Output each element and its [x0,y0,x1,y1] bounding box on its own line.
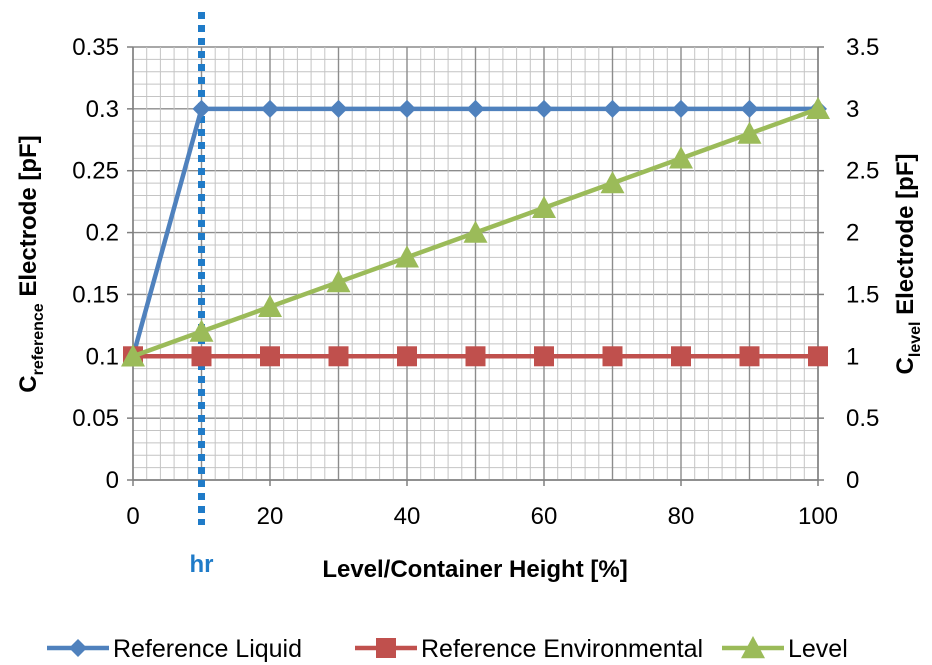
legend-swatch-marker [69,639,87,657]
data-point-reference-liquid [740,99,759,118]
axis-title-main: C [892,357,919,374]
series-level [121,96,830,367]
annotation-layer: hr [190,12,214,578]
data-point-reference-liquid [603,99,622,118]
y-left-tick-label: 0.05 [72,405,119,432]
series-reference-environmental [123,346,828,367]
data-point-reference-environmental [534,346,554,367]
data-point-reference-environmental [397,346,417,367]
axis-title-rest: Electrode [pF] [15,135,42,303]
y-right-tick-label: 0.5 [846,405,879,432]
tick-labels: 0 0.05 0.1 0.15 0.2 0.25 0.3 0.35 0 0.5 1 1.5 2 2.5 3 3… [72,34,879,530]
data-point-level [395,245,419,268]
data-point-reference-environmental [260,346,280,367]
y-right-axis-title: Clevel Electrode [pF] [892,154,924,375]
data-point-reference-liquid [192,99,211,118]
y-right-tick-label: 2 [846,220,859,247]
y-left-tick-label: 0.1 [86,343,119,370]
data-point-reference-environmental [808,346,828,367]
data-point-level [463,220,488,243]
data-point-reference-liquid [329,99,348,118]
y-right-tick-label: 3.5 [846,34,879,61]
legend-label: Reference Environmental [421,635,703,663]
x-tick-label: 60 [531,503,558,530]
data-point-reference-environmental [602,346,623,367]
y-left-tick-label: 0.3 [86,96,119,123]
data-point-level [532,195,556,219]
x-tick-label: 80 [668,503,695,530]
y-right-tick-label: 1 [846,343,859,370]
legend-item-level: Level [722,635,848,663]
data-point-level [737,121,762,144]
y-left-tick-label: 0.35 [72,34,119,61]
legend-label: Reference Liquid [113,635,302,663]
data-point-reference-liquid [672,99,690,118]
axes [127,46,824,486]
data-point-level [806,96,830,120]
data-point-reference-liquid [535,99,553,118]
data-point-level [189,319,214,342]
data-point-reference-liquid [398,99,416,118]
data-point-reference-environmental [328,346,349,367]
data-point-level [258,294,282,317]
y-right-tick-label: 0 [846,467,859,494]
x-tick-label: 20 [257,503,284,530]
series-layer [121,96,830,367]
legend-swatch-marker [376,638,396,658]
x-axis-title: Level/Container Height [%] [322,556,627,583]
axis-title-rest: Electrode [pF] [892,154,919,322]
x-tick-label: 0 [126,503,139,530]
legend-label: Level [788,635,848,663]
legend: Reference Liquid Reference Environmental L… [47,635,848,663]
data-point-reference-liquid [466,99,485,118]
data-point-reference-environmental [465,346,486,367]
axis-title-subscript: level [907,322,924,358]
hr-label: hr [190,551,214,578]
x-tick-label: 100 [798,503,838,530]
data-point-reference-environmental [739,346,760,367]
data-point-reference-environmental [191,346,212,367]
data-point-level [326,270,351,293]
y-right-tick-label: 1.5 [846,281,879,308]
legend-swatch-marker [741,636,765,659]
y-left-axis-title: Creference Electrode [pF] [15,135,47,392]
data-point-level [121,344,145,367]
x-tick-label: 40 [394,503,421,530]
legend-item-reference-environmental: Reference Environmental [355,635,703,663]
y-left-tick-label: 0 [106,467,119,494]
axis-title-subscript: reference [30,303,47,375]
data-point-reference-environmental [671,346,691,367]
data-point-level [669,146,693,169]
data-point-level [600,171,625,194]
grid [132,46,819,481]
y-left-tick-label: 0.25 [72,158,119,185]
y-right-tick-label: 2.5 [846,158,879,185]
data-point-reference-liquid [261,99,279,118]
y-right-tick-label: 3 [846,96,859,123]
y-left-tick-label: 0.2 [86,220,119,247]
axis-title-main: C [15,375,42,392]
y-left-tick-label: 0.15 [72,281,119,308]
legend-item-reference-liquid: Reference Liquid [47,635,302,663]
